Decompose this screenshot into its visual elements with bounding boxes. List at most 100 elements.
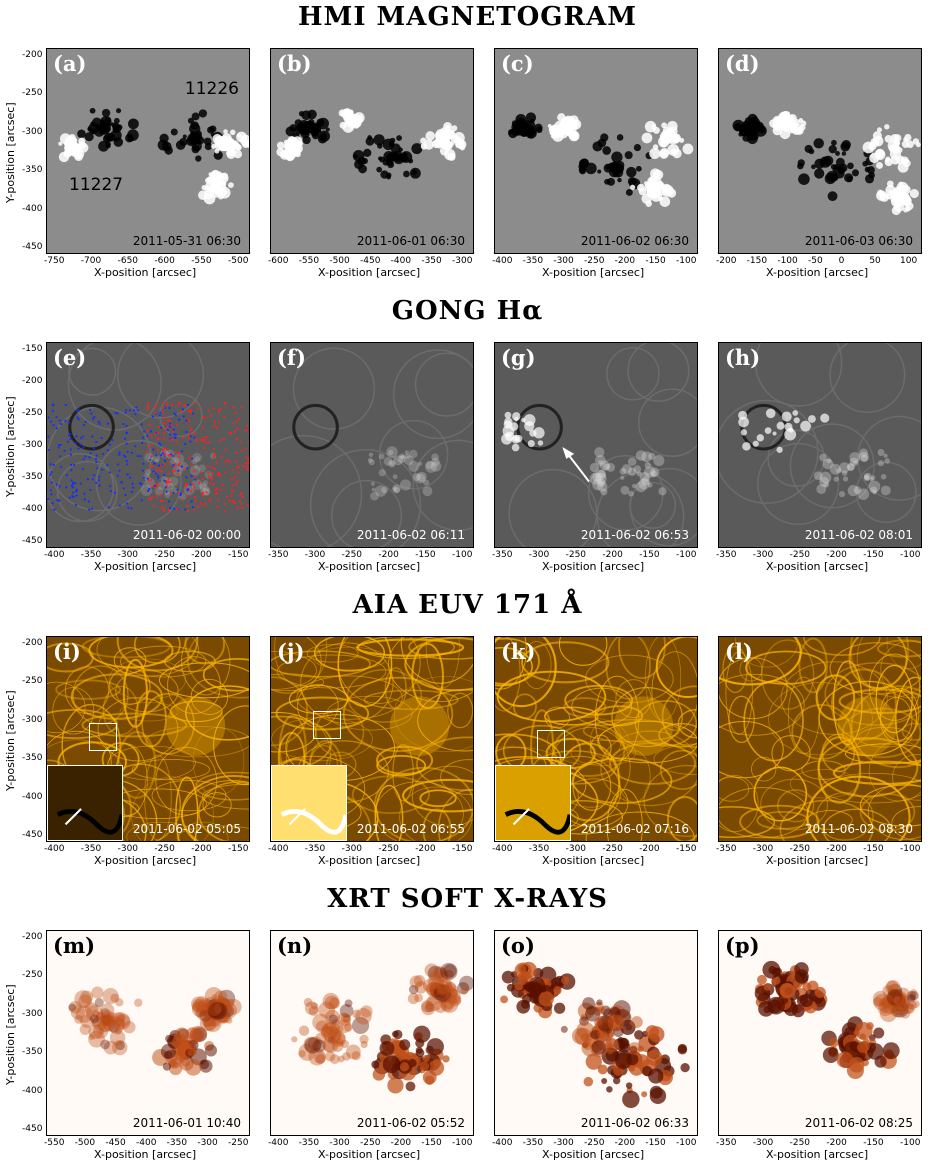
zoom-box	[537, 730, 565, 758]
x-tick-label: -100	[900, 844, 921, 854]
y-tick-label: -450	[22, 1124, 43, 1134]
solar-image	[47, 343, 249, 547]
x-tick-label: -200	[378, 550, 399, 560]
x-tick-label: -250	[228, 1138, 249, 1148]
x-tick-label: -200	[826, 844, 847, 854]
x-tick-label: -600	[268, 256, 289, 266]
x-axis-label: X-position [arcsec]	[318, 266, 421, 279]
x-tick-label: -250	[602, 844, 623, 854]
x-tick-label: -150	[645, 1138, 666, 1148]
y-tick-label: -200	[22, 376, 43, 386]
image-panel-xrt: (m) 2011-06-01 10:40	[46, 930, 250, 1136]
x-tick-label: -200	[602, 550, 623, 560]
timestamp: 2011-06-02 05:05	[132, 822, 241, 836]
x-tick-label: -200	[415, 844, 436, 854]
zoom-box	[313, 711, 341, 739]
x-tick-label: -350	[522, 256, 544, 266]
panel-label: (o)	[501, 933, 535, 958]
y-tick-label: -350	[22, 472, 43, 482]
x-tick-label: -100	[452, 550, 473, 560]
image-panel-gong: (h) 2011-06-02 08:01	[718, 342, 922, 548]
timestamp: 2011-06-01 06:30	[356, 234, 465, 248]
x-tick-label: -300	[565, 844, 587, 854]
x-tick-label: -300	[752, 844, 774, 854]
x-tick-label: -200	[390, 1138, 412, 1148]
panel-label: (d)	[725, 51, 760, 76]
x-tick-label: -400	[390, 256, 412, 266]
x-tick-label: -150	[863, 550, 884, 560]
x-axis-label: X-position [arcsec]	[542, 1148, 645, 1161]
x-tick-label: -200	[191, 844, 212, 854]
y-tick-label: -450	[22, 830, 43, 840]
panel-label: (i)	[53, 639, 81, 664]
x-tick-label: -400	[136, 1138, 157, 1148]
panel-label: (h)	[725, 345, 761, 370]
x-tick-label: -350	[80, 550, 102, 560]
x-tick-label: 50	[869, 256, 881, 266]
x-axis-label: X-position [arcsec]	[766, 266, 869, 279]
x-tick-label: -250	[584, 1138, 605, 1148]
panel-label: (c)	[501, 51, 534, 76]
x-tick-label: -200	[639, 844, 660, 854]
solar-image	[719, 931, 921, 1135]
x-tick-label: -250	[378, 844, 399, 854]
y-tick-label: -250	[22, 88, 43, 99]
image-panel-aia: (j) 2011-06-02 06:55	[270, 636, 474, 842]
solar-image	[719, 343, 921, 547]
x-tick-label: -250	[584, 256, 605, 266]
x-tick-label: -300	[452, 256, 473, 266]
x-tick-label: -200	[614, 1138, 636, 1148]
x-tick-label: -150	[863, 844, 884, 854]
zoom-inset	[495, 765, 571, 841]
timestamp: 2011-06-02 08:25	[804, 1116, 913, 1130]
solar-image	[495, 343, 697, 547]
x-tick-label: -350	[716, 550, 737, 560]
x-tick-label: -350	[298, 1138, 320, 1148]
panel-label: (j)	[277, 639, 305, 664]
timestamp: 2011-06-02 07:16	[580, 822, 689, 836]
x-tick-label: -450	[360, 256, 381, 266]
zoom-inset	[47, 765, 123, 841]
x-tick-label: -500	[74, 1138, 96, 1148]
row-title-hmi: HMI MAGNETOGRAM	[297, 2, 638, 32]
x-tick-label: -550	[191, 256, 212, 266]
y-tick-label: -350	[22, 1047, 43, 1058]
x-tick-label: -150	[228, 550, 249, 560]
x-axis-label: X-position [arcsec]	[542, 854, 645, 867]
image-panel-xrt: (n) 2011-06-02 05:52	[270, 930, 474, 1136]
y-tick-label: -250	[22, 408, 43, 418]
y-tick-label: -200	[22, 932, 43, 942]
panel-label: (b)	[277, 51, 312, 76]
x-tick-label: -100	[676, 550, 697, 560]
y-tick-label: -250	[22, 970, 43, 981]
image-panel-xrt: (p) 2011-06-02 08:25	[718, 930, 922, 1136]
y-tick-label: -300	[22, 714, 43, 725]
image-panel-aia: (k) 2011-06-02 07:16	[494, 636, 698, 842]
image-panel-aia: (i) 2011-06-02 05:05	[46, 636, 250, 842]
x-tick-label: -250	[341, 550, 363, 560]
zoom-box	[89, 723, 117, 751]
image-panel-gong: (e) 2011-06-02 00:00	[46, 342, 250, 548]
timestamp: 2011-06-02 06:53	[580, 528, 689, 542]
solar-image	[271, 343, 473, 547]
x-axis-label: X-position [arcsec]	[318, 1148, 421, 1161]
timestamp: 2011-06-02 08:30	[804, 822, 913, 836]
x-tick-label: -200	[716, 256, 737, 266]
x-tick-label: -150	[421, 1138, 442, 1148]
x-tick-label: -400	[44, 844, 65, 854]
y-tick-label: -450	[22, 536, 43, 546]
solar-image	[47, 49, 249, 253]
x-tick-label: -350	[716, 1138, 737, 1148]
x-tick-label: -550	[44, 1138, 65, 1148]
y-axis-label: Y-position [arcsec]	[4, 984, 17, 1085]
row-title-aia: AIA EUV 171 Å	[352, 590, 583, 620]
x-tick-label: -350	[304, 844, 326, 854]
x-tick-label: -100	[452, 1138, 473, 1148]
zoom-inset	[271, 765, 347, 841]
solar-image	[271, 49, 473, 253]
x-tick-label: -300	[553, 1138, 574, 1148]
x-tick-label: -100	[900, 550, 921, 560]
image-panel-hmi: (d) 2011-06-03 06:30	[718, 48, 922, 254]
x-tick-label: -500	[228, 256, 249, 266]
x-tick-label: -250	[789, 844, 811, 854]
